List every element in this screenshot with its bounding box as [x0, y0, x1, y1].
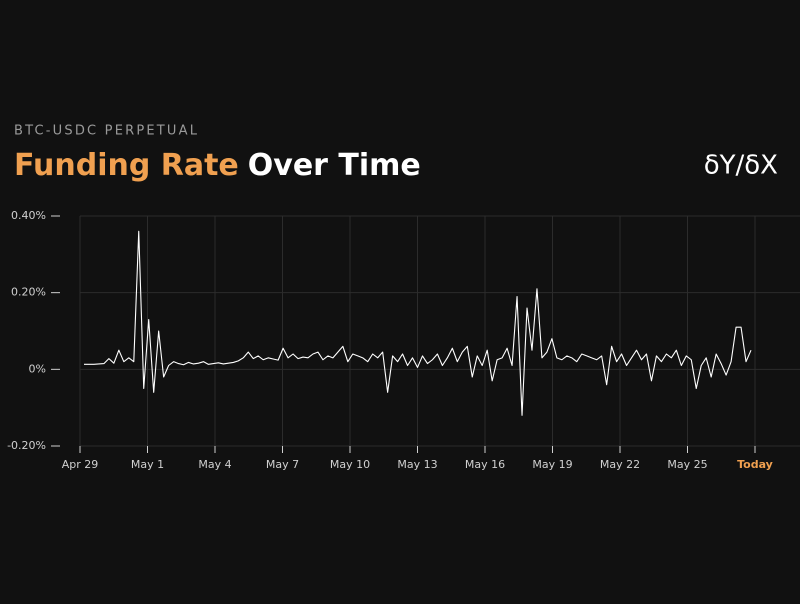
x-tick-label: May 4 [198, 458, 231, 471]
x-tick-label: May 22 [600, 458, 640, 471]
x-tick-label: May 13 [397, 458, 437, 471]
title-rest: Over Time [248, 148, 421, 183]
line-series [84, 230, 752, 416]
logo: δY/δX [704, 151, 778, 181]
y-tick-label: 0.40% [11, 209, 46, 222]
y-tick-label: 0% [29, 362, 46, 375]
x-tick-label: Today [737, 458, 773, 471]
y-tick-label: -0.20% [7, 439, 46, 452]
x-tick-label: May 1 [131, 458, 164, 471]
subtitle: BTC-USDC PERPETUAL [14, 124, 199, 139]
title: Funding Rate Over Time [14, 148, 421, 183]
title-highlight: Funding Rate [14, 148, 239, 183]
y-tick-label: 0.20% [11, 286, 46, 299]
x-tick-label: May 16 [465, 458, 505, 471]
x-tick-label: May 10 [330, 458, 370, 471]
x-tick-label: May 7 [266, 458, 299, 471]
x-tick-label: May 19 [532, 458, 572, 471]
x-tick-label: Apr 29 [62, 458, 99, 471]
x-tick-label: May 25 [667, 458, 707, 471]
